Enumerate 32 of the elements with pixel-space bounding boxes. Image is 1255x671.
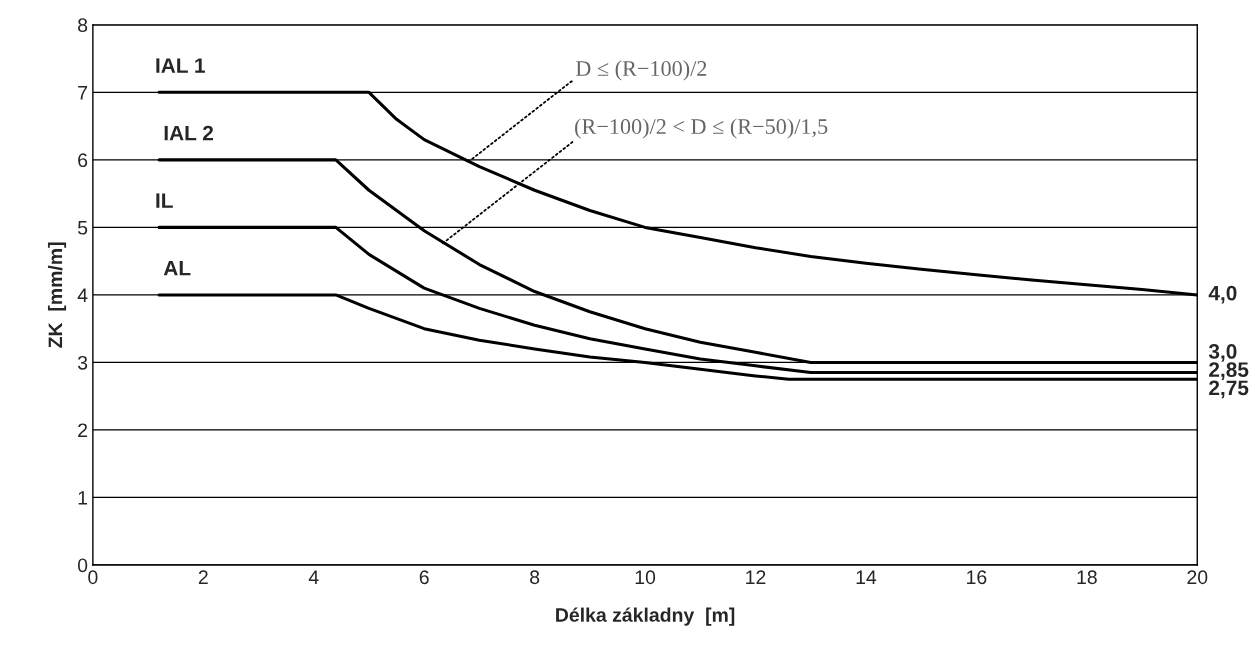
x-tick-label: 20 <box>1187 570 1208 585</box>
y-tick-label: 3 <box>77 355 88 370</box>
y-tick-label: 7 <box>78 86 88 100</box>
y-axis-title: ZK [mm/m] <box>47 242 67 348</box>
y-tick-label: 6 <box>78 153 88 168</box>
annotation: 3,0 <box>1208 344 1237 362</box>
y-tick-label: 5 <box>77 221 88 235</box>
annotation: 4,0 <box>1208 285 1237 304</box>
series-label: IAL 2 <box>164 125 214 141</box>
x-tick-label: 12 <box>746 570 766 584</box>
x-tick-label: 0 <box>88 570 98 585</box>
x-tick-label: 6 <box>419 570 429 585</box>
x-tick-label: 2 <box>198 570 208 584</box>
x-tick-label: 4 <box>308 570 319 584</box>
x-tick-label: 14 <box>856 570 877 584</box>
annotation: 2,85 <box>1209 362 1249 381</box>
series-label: AL <box>163 260 191 276</box>
x-tick-label: 8 <box>530 570 540 585</box>
x-tick-label: 10 <box>635 570 656 585</box>
y-tick-label: 0 <box>77 558 88 573</box>
y-tick-label: 2 <box>78 423 88 437</box>
annotation: (R−100)/2 < D ≤ (R−50)/1,5 <box>575 118 828 139</box>
annotation: 2,75 <box>1209 380 1249 399</box>
x-axis-title: Délka základny [m] <box>556 607 735 626</box>
annotation: D ≤ (R−100)/2 <box>575 60 707 81</box>
y-tick-label: 8 <box>78 18 88 33</box>
series-label: IL <box>156 193 173 208</box>
y-tick-label: 4 <box>77 288 88 302</box>
y-tick-label: 1 <box>78 491 88 505</box>
series-label: IAL 1 <box>156 58 205 73</box>
x-tick-label: 16 <box>967 570 987 585</box>
x-tick-label: 18 <box>1077 570 1097 585</box>
